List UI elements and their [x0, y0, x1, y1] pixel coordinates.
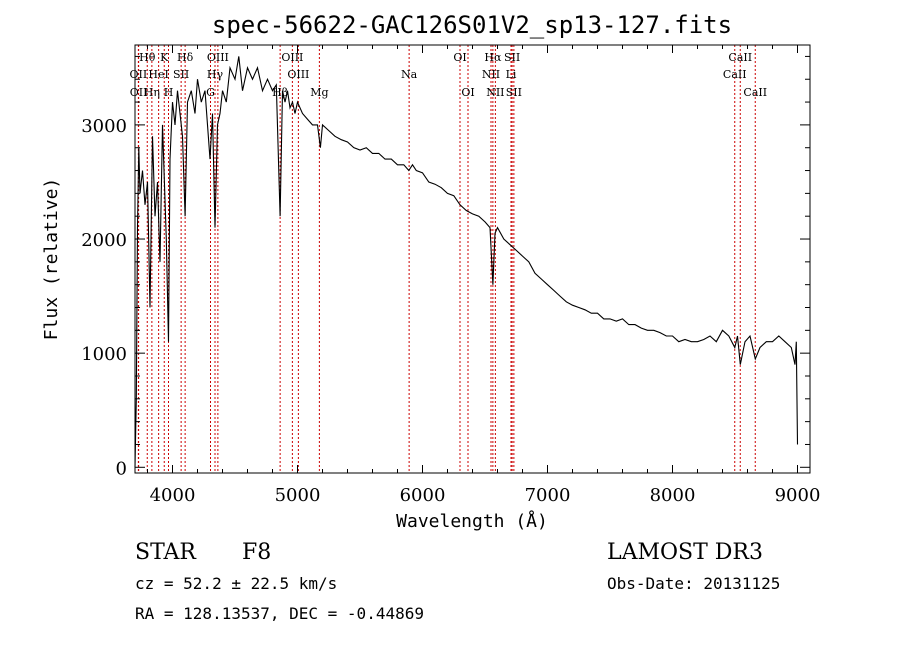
spectral-line-label: OI	[453, 51, 466, 64]
spectral-line-label: OIII	[281, 51, 303, 64]
spectral-line-label: OIII	[207, 51, 229, 64]
x-tick-label: 8000	[650, 485, 696, 506]
spectral-line-label: Hα	[484, 51, 502, 64]
spectral-line-label: CaII	[728, 51, 752, 64]
spectral-line-label: Na	[401, 68, 418, 81]
spectral-line-label: K	[160, 51, 169, 64]
spectral-line-label: OII	[130, 68, 148, 81]
x-tick-label: 6000	[400, 485, 446, 506]
spectral-line-label: SII	[173, 68, 189, 81]
spectral-line-label: Mg	[310, 86, 328, 99]
spectral-line-label: H	[164, 86, 174, 99]
spectral-line-label: Hγ	[207, 68, 224, 81]
redshift-value: cz = 52.2 ± 22.5 km/s	[135, 574, 338, 593]
x-axis-ticks: 4000 5000 6000 7000 8000 9000	[147, 45, 821, 506]
spectral-line-label: Li	[506, 68, 517, 81]
spectral-line-label: OI	[461, 86, 474, 99]
y-tick-label: 1000	[81, 344, 127, 365]
spectral-line-label: SII	[506, 86, 522, 99]
spectrum-series-line	[134, 56, 799, 468]
x-tick-label: 7000	[525, 485, 571, 506]
spectral-line-label: CaII	[743, 86, 767, 99]
object-subclass: F8	[242, 540, 272, 565]
spectral-line-label: NII	[482, 68, 500, 81]
coordinates: RA = 128.13537, DEC = -0.44869	[135, 604, 424, 623]
y-axis-label: Flux (relative)	[41, 178, 62, 341]
y-axis-ticks: 0 1000 2000 3000	[81, 55, 810, 479]
spectral-line-label: CaII	[723, 68, 747, 81]
spectral-line-label: OIII	[287, 68, 309, 81]
spectral-line-label: HeI	[148, 68, 168, 81]
spectral-line-label: G	[206, 86, 215, 99]
spectral-line-label: Hη	[144, 86, 160, 99]
x-axis-label: Wavelength (Å)	[396, 510, 548, 532]
spectral-line-label: Hδ	[177, 51, 194, 64]
y-tick-label: 2000	[81, 230, 127, 251]
y-tick-label: 3000	[81, 116, 127, 137]
plot-frame	[134, 44, 811, 474]
spectral-line-label: NII	[486, 86, 504, 99]
marker-lines	[137, 45, 756, 473]
spectral-line-label: Hβ	[272, 86, 288, 99]
survey-name: LAMOST DR3	[607, 540, 763, 565]
spectral-line-label: SII	[504, 51, 520, 64]
spectral-line-label: OII	[130, 86, 148, 99]
spectral-line-label: Hθ	[139, 51, 156, 64]
x-tick-label: 5000	[275, 485, 321, 506]
x-tick-label: 9000	[775, 485, 821, 506]
obs-date: Obs-Date: 20131125	[607, 574, 781, 593]
y-tick-label: 0	[116, 458, 127, 479]
object-class: STAR	[135, 540, 196, 565]
x-tick-label: 4000	[150, 485, 196, 506]
chart-title: spec-56622-GAC126S01V2_sp13-127.fits	[212, 11, 732, 39]
